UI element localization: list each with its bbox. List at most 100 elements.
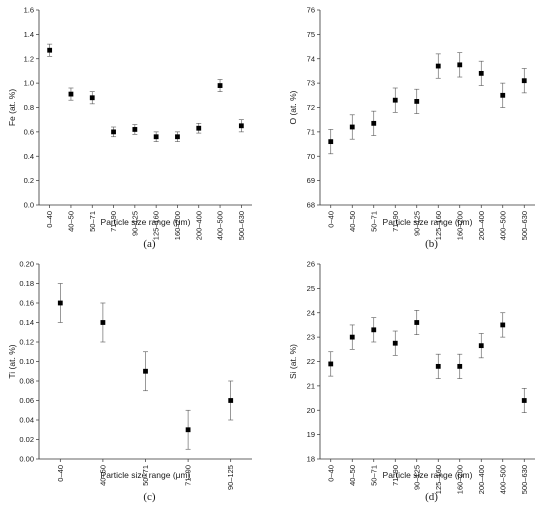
y-tick-label: 0.16 — [19, 299, 34, 308]
x-tick-label: 71–90 — [391, 465, 400, 486]
y-tick-label: 0.8 — [24, 103, 34, 112]
data-point — [185, 427, 191, 433]
x-tick-label: 200–400 — [477, 211, 486, 240]
data-point — [328, 139, 334, 145]
y-tick-label: 1.4 — [24, 30, 34, 39]
y-tick-label: 24 — [307, 308, 315, 317]
y-tick-label: 0.4 — [24, 152, 34, 161]
panel-a: 0.0 0.2 0.4 0.6 0.8 1.0 1.2 1.4 1.6 Fe (at. %) 0–4… — [7, 6, 252, 250]
x-axis-title: Particle size range (μm) — [101, 470, 191, 480]
y-tick-label: 25 — [307, 284, 315, 293]
data-point — [47, 47, 53, 53]
data-point — [371, 327, 377, 333]
x-tick-label: 125–160 — [152, 211, 161, 240]
x-tick-label: 500–630 — [520, 211, 529, 240]
x-axis-title: Particle size range (μm) — [383, 470, 473, 480]
x-tick-label: 71–90 — [109, 211, 118, 232]
panel-label: (c) — [143, 491, 156, 503]
data-point — [414, 320, 420, 325]
data-point — [57, 300, 63, 306]
data-point — [89, 95, 95, 101]
panel-b: 68 69 70 71 72 73 74 75 76 O (at. %) 0–40 40–50 50–7… — [288, 6, 535, 250]
data-point — [196, 125, 202, 131]
y-axis-title: O (at. %) — [288, 90, 298, 124]
x-tick-label: 71–90 — [184, 465, 193, 486]
y-axis-title: Fe (at. %) — [7, 89, 17, 126]
panel-label: (a) — [143, 238, 156, 250]
data-point — [100, 320, 106, 325]
data-point — [521, 398, 527, 403]
y-tick-label: 74 — [307, 54, 315, 63]
x-tick-label: 90–125 — [412, 465, 421, 490]
y-tick-label: 0.18 — [19, 279, 34, 288]
data-point — [392, 340, 398, 346]
y-tick-label: 1.0 — [24, 79, 34, 88]
y-tick-label: 1.2 — [24, 54, 34, 63]
y-tick-label: 0.14 — [19, 318, 34, 327]
x-tick-label: 125–160 — [434, 211, 443, 240]
y-tick-label: 71 — [307, 127, 315, 136]
y-tick-label: 0.6 — [24, 127, 34, 136]
y-tick-label: 0.02 — [19, 435, 34, 444]
data-point — [153, 134, 159, 140]
panel-label: (d) — [425, 491, 438, 503]
data-point — [111, 129, 116, 135]
x-tick-label: 200–400 — [477, 465, 486, 494]
x-tick-label: 400–500 — [498, 211, 507, 240]
y-tick-label: 70 — [307, 152, 315, 161]
data-point — [175, 134, 180, 140]
x-tick-label: 160–200 — [455, 211, 464, 240]
data-point — [349, 334, 355, 340]
y-tick-label: 69 — [307, 176, 315, 185]
y-tick-label: 0.08 — [19, 377, 34, 386]
y-tick-label: 72 — [307, 103, 315, 112]
data-point — [457, 363, 463, 369]
y-tick-label: 0.0 — [24, 201, 34, 210]
data-point — [435, 363, 441, 369]
data-point — [132, 127, 138, 132]
y-tick-label: 0.2 — [24, 176, 34, 185]
x-tick-label: 50–71 — [141, 465, 150, 486]
data-point — [500, 92, 506, 98]
y-tick-label: 18 — [307, 455, 315, 464]
y-tick-label: 20 — [307, 406, 315, 415]
y-tick-label: 0.20 — [19, 260, 34, 269]
x-tick-label: 0–40 — [326, 465, 335, 482]
y-tick-label: 75 — [307, 30, 315, 39]
panel-c: 0.00 0.02 0.04 0.06 0.08 0.10 0.12 0.14 0.16 0.18… — [7, 260, 252, 503]
data-point — [143, 368, 148, 374]
x-tick-label: 500–630 — [237, 211, 246, 240]
data-point — [414, 99, 420, 104]
y-tick-label: 22 — [307, 357, 315, 366]
x-tick-label: 90–125 — [412, 211, 421, 236]
y-tick-label: 19 — [307, 430, 315, 439]
data-point — [68, 91, 74, 97]
x-tick-label: 400–500 — [498, 465, 507, 494]
x-axis-title: Particle size range (μm) — [101, 217, 191, 227]
y-tick-label: 68 — [307, 201, 315, 210]
y-axis-title: Si (at. %) — [288, 344, 298, 379]
x-tick-label: 40–50 — [348, 465, 357, 486]
y-tick-label: 0.12 — [19, 338, 34, 347]
x-tick-label: 50–71 — [369, 211, 378, 232]
y-tick-label: 0.00 — [19, 455, 34, 464]
data-point — [392, 97, 398, 103]
y-tick-label: 0.10 — [19, 357, 34, 366]
x-tick-label: 500–630 — [520, 465, 529, 494]
y-tick-label: 73 — [307, 79, 315, 88]
x-tick-label: 40–50 — [66, 211, 75, 232]
y-tick-label: 21 — [307, 381, 315, 390]
data-point — [228, 398, 234, 403]
panel-label: (b) — [425, 238, 438, 250]
y-axis-title: Ti (at. %) — [7, 344, 17, 378]
data-point — [371, 120, 377, 126]
panel-d: 18 19 20 21 22 23 24 25 26 Si (at. %) 0–40 40–50 50–… — [288, 260, 535, 503]
x-tick-label: 71–90 — [391, 211, 400, 232]
data-point — [478, 70, 484, 76]
x-tick-label: 40–50 — [98, 465, 107, 486]
data-point — [521, 78, 527, 84]
y-tick-label: 76 — [307, 6, 315, 15]
x-tick-label: 400–500 — [216, 211, 225, 240]
y-tick-label: 26 — [307, 260, 315, 269]
